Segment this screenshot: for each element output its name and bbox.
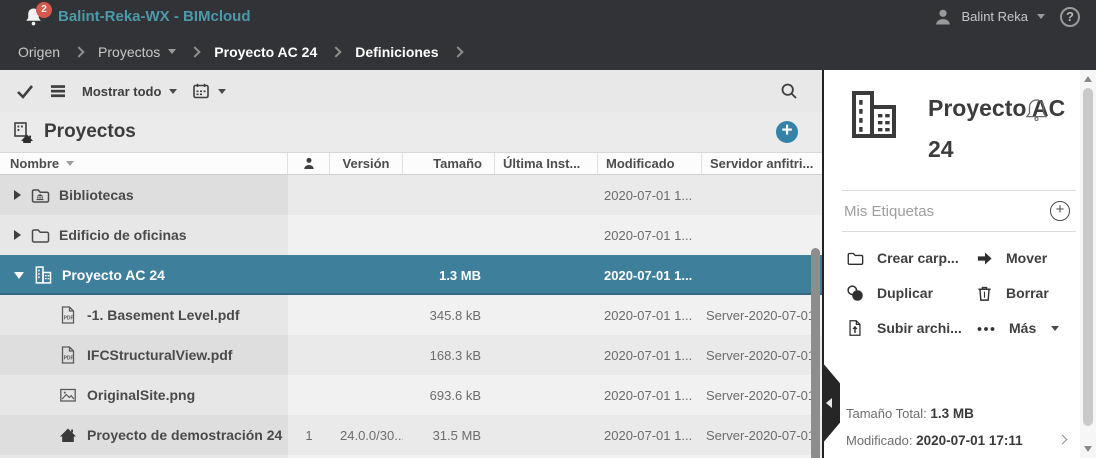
folder-icon: [846, 249, 864, 267]
more-caret-icon: [1051, 326, 1059, 331]
column-header-ultima-inst[interactable]: Última Inst...: [495, 153, 598, 174]
breadcrumb-proyectos[interactable]: Proyectos: [98, 44, 160, 60]
column-header-tamano[interactable]: Tamaño: [403, 153, 495, 174]
subscribe-bell-icon[interactable]: [1023, 96, 1050, 124]
breadcrumb-proyecto-ac-24[interactable]: Proyecto AC 24: [214, 44, 317, 60]
filter-caret-icon[interactable]: [169, 89, 177, 94]
scroll-down-icon[interactable]: [1084, 446, 1092, 452]
filter-dropdown[interactable]: Mostrar todo: [82, 84, 161, 99]
chevron-right-icon: [73, 46, 84, 57]
panel-scroll-thumb[interactable]: [1083, 88, 1093, 426]
folder-icon: [30, 225, 50, 245]
modified-line[interactable]: Modificado: 2020-07-01 17:11: [846, 433, 1066, 448]
trash-icon: [976, 285, 993, 302]
table-row-bibliotecas[interactable]: Bibliotecas 2020-07-01 1...: [0, 175, 822, 215]
main-content: Mostrar todo: [0, 70, 822, 458]
calendar-caret-icon[interactable]: [218, 89, 226, 94]
section-header: Proyectos +: [0, 112, 822, 152]
duplicate-icon: [846, 284, 864, 302]
notifications-bell-icon[interactable]: 2: [24, 7, 44, 27]
scroll-up-icon[interactable]: [1084, 76, 1092, 82]
collapse-arrow-icon: [826, 398, 832, 408]
notification-badge: 2: [36, 2, 52, 18]
total-size-line: Tamaño Total: 1.3 MB: [846, 406, 1066, 421]
person-icon: [303, 157, 315, 170]
table-row-originalsite-png[interactable]: OriginalSite.png 693.6 kB 2020-07-01 1..…: [0, 375, 822, 415]
expand-triangle-icon[interactable]: [14, 190, 21, 200]
pdf-file-icon: PDF: [58, 305, 78, 325]
upload-file-icon: [846, 319, 864, 337]
column-header-modificado[interactable]: Modificado: [598, 153, 702, 174]
house-icon: [58, 425, 78, 445]
table-row-basement-level-pdf[interactable]: PDF -1. Basement Level.pdf 345.8 kB 2020…: [0, 295, 822, 335]
add-tag-button[interactable]: +: [1050, 201, 1070, 221]
help-button[interactable]: ?: [1060, 7, 1080, 27]
tags-row: Mis Etiquetas +: [824, 191, 1080, 231]
table-header: Nombre Versión Tamaño Última Inst... Mod…: [0, 152, 822, 175]
column-header-servidor[interactable]: Servidor anfitri...: [702, 153, 822, 174]
building-icon-large: [848, 88, 900, 142]
projects-root-icon: [12, 120, 36, 144]
building-icon: [33, 265, 53, 285]
user-menu-caret-icon[interactable]: [1037, 14, 1045, 19]
column-header-version[interactable]: Versión: [330, 153, 403, 174]
breadcrumb: Origen Proyectos Proyecto AC 24 Definici…: [0, 33, 1096, 70]
table-row-proyecto-de-demostracion-24[interactable]: Proyecto de demostración 24 1 24.0.0/30.…: [0, 415, 822, 455]
search-icon[interactable]: [780, 82, 798, 100]
user-avatar-icon[interactable]: [933, 7, 953, 27]
list-toolbar: Mostrar todo: [0, 70, 822, 112]
panel-collapse-tab[interactable]: [822, 362, 840, 444]
breadcrumb-dropdown-caret-icon[interactable]: [168, 49, 176, 54]
more-dots-icon: [976, 320, 996, 337]
tags-placeholder[interactable]: Mis Etiquetas: [844, 203, 1050, 220]
app-title[interactable]: Balint-Reka-WX - BIMcloud: [58, 8, 251, 25]
sort-caret-icon: [66, 161, 74, 166]
panel-scrollbar[interactable]: [1080, 70, 1096, 458]
table-row-proyecto-ac-24[interactable]: Proyecto AC 24 1.3 MB 2020-07-01 1...: [0, 255, 822, 295]
svg-text:PDF: PDF: [64, 356, 74, 362]
column-header-users[interactable]: [288, 153, 330, 174]
action-buttons: Crear carp... Mover Duplicar: [824, 232, 1080, 337]
user-name[interactable]: Balint Reka: [962, 9, 1028, 24]
expand-triangle-icon[interactable]: [14, 230, 21, 240]
more-button[interactable]: Más: [976, 319, 1080, 337]
move-button[interactable]: Mover: [976, 249, 1080, 267]
create-folder-button[interactable]: Crear carp...: [846, 249, 976, 267]
select-check-icon[interactable]: [16, 82, 34, 100]
breadcrumb-origen[interactable]: Origen: [18, 44, 60, 60]
pdf-file-icon: PDF: [58, 345, 78, 365]
arrow-right-icon: [976, 250, 993, 267]
calendar-icon[interactable]: [192, 82, 210, 100]
chevron-right-icon: [331, 46, 342, 57]
top-bar: 2 Balint-Reka-WX - BIMcloud Balint Reka …: [0, 0, 1096, 33]
image-file-icon: [58, 385, 78, 405]
svg-text:PDF: PDF: [64, 316, 74, 322]
add-project-button[interactable]: +: [776, 121, 798, 143]
breadcrumb-definiciones[interactable]: Definiciones: [355, 44, 438, 60]
table-row-ifcstructuralview-pdf[interactable]: PDF IFCStructuralView.pdf 168.3 kB 2020-…: [0, 335, 822, 375]
library-folder-icon: [30, 185, 50, 205]
main-scrollbar[interactable]: [811, 248, 820, 458]
details-panel: Proyecto AC 24 Mis Etiquetas + Crear car…: [822, 70, 1096, 458]
collapse-triangle-icon[interactable]: [14, 272, 24, 279]
section-title: Proyectos: [44, 121, 136, 143]
duplicate-button[interactable]: Duplicar: [846, 284, 976, 302]
panel-info: Tamaño Total: 1.3 MB Modificado: 2020-07…: [846, 406, 1066, 448]
details-chevron-icon[interactable]: [1058, 435, 1068, 445]
upload-file-button[interactable]: Subir archi...: [846, 319, 976, 337]
table-row-edificio-de-oficinas[interactable]: Edificio de oficinas 2020-07-01 1...: [0, 215, 822, 255]
group-list-icon[interactable]: [49, 82, 67, 100]
chevron-right-icon: [190, 46, 201, 57]
chevron-right-icon: [452, 46, 463, 57]
delete-button[interactable]: Borrar: [976, 284, 1080, 302]
column-header-nombre[interactable]: Nombre: [0, 153, 288, 174]
